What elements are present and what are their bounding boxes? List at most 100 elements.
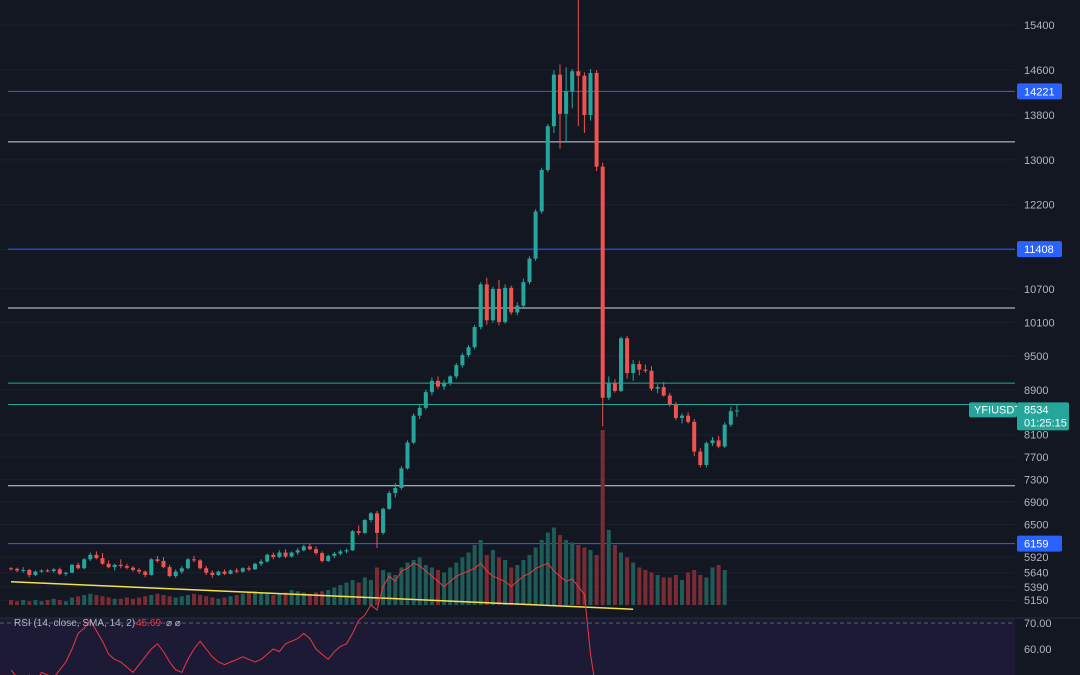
volume-bar <box>295 591 300 605</box>
candle-body <box>295 550 300 553</box>
candle-body <box>100 558 105 564</box>
price-tick-label: 6900 <box>1024 497 1048 509</box>
volume-bar <box>576 545 581 605</box>
candle <box>240 567 245 573</box>
candle <box>594 70 599 172</box>
volume-bar <box>271 595 276 605</box>
candle <box>100 553 105 565</box>
volume-bar <box>399 567 404 605</box>
candle-body <box>460 355 465 366</box>
candle <box>704 441 709 468</box>
volume-bar <box>551 527 556 605</box>
rsi-pane[interactable]: RSI (14, close, SMA, 14, 2) 45.69 ⌀ ⌀ 70… <box>0 562 1080 675</box>
candle-body <box>253 563 257 570</box>
symbol-tag <box>969 402 1017 418</box>
volume-bar <box>240 593 245 605</box>
candle-body <box>692 421 697 452</box>
candle-body <box>387 493 392 509</box>
candle <box>338 549 343 556</box>
candle-body <box>472 327 477 348</box>
candle <box>411 413 416 445</box>
candles[interactable] <box>9 0 739 578</box>
volume-bar <box>558 535 562 605</box>
candle-body <box>734 410 739 412</box>
candle <box>124 563 129 570</box>
candle-body <box>204 568 209 573</box>
candle <box>570 68 575 109</box>
candle-body <box>399 468 404 489</box>
price-tick-label: 5390 <box>1024 582 1048 594</box>
candle-body <box>246 568 251 570</box>
candle <box>417 404 422 420</box>
level-badge-label: 14221 <box>1024 86 1055 98</box>
candle-body <box>338 551 343 554</box>
volume-bar <box>88 593 93 605</box>
candle <box>448 375 453 386</box>
candle-body <box>368 513 373 521</box>
candle-body <box>234 570 239 572</box>
candle <box>606 376 611 400</box>
candle-body <box>515 305 520 313</box>
volume-bar <box>710 567 715 605</box>
candle <box>137 568 142 574</box>
candle <box>88 552 93 561</box>
horizontal-levels[interactable] <box>8 90 1015 545</box>
candle-body <box>314 549 318 554</box>
candle <box>326 554 331 563</box>
volume-bar <box>429 567 434 605</box>
rsi-legend-label[interactable]: RSI (14, close, SMA, 14, 2) <box>14 618 135 629</box>
candle-body <box>15 568 20 571</box>
volume-bar <box>570 542 575 605</box>
volume-bar <box>39 601 44 605</box>
candle <box>94 551 99 560</box>
candle <box>228 569 233 575</box>
volume-bar <box>51 598 56 605</box>
volume-bar <box>307 593 312 605</box>
volume-bar <box>484 555 489 605</box>
volume-bar <box>301 592 306 605</box>
candle <box>277 550 282 559</box>
price-axis[interactable]: 1540014600138001300012200114001070010100… <box>1024 20 1055 607</box>
candle-body <box>45 570 50 572</box>
volume-bar <box>161 595 166 605</box>
candle <box>295 548 300 555</box>
candle <box>600 162 605 427</box>
volume-bar <box>70 597 74 605</box>
volume-bar <box>673 575 678 605</box>
candle <box>655 384 660 394</box>
volume-bar <box>643 570 648 605</box>
candle-body <box>124 566 129 568</box>
price-tick-label: 5150 <box>1024 595 1048 607</box>
candle-body <box>655 387 660 389</box>
trend-line-segment[interactable] <box>10 580 634 610</box>
volume-bar <box>655 575 660 605</box>
candle-body <box>94 554 99 559</box>
candle-body <box>350 531 355 551</box>
volume-bar <box>631 562 636 605</box>
candle <box>673 402 678 421</box>
volume-bar <box>216 598 221 605</box>
volume-bar <box>265 593 270 605</box>
rsi-tick-label: 60.00 <box>1024 644 1052 656</box>
trend-line[interactable] <box>10 580 634 610</box>
candle <box>198 559 203 570</box>
volume-bar <box>423 565 428 605</box>
volume-bar <box>686 572 691 605</box>
candle <box>527 256 532 285</box>
candle-body <box>631 364 636 374</box>
candle-body <box>704 443 709 466</box>
candle <box>533 209 538 261</box>
candle-body <box>277 552 282 558</box>
last-price-badge <box>1017 402 1069 431</box>
candle-body <box>619 338 623 391</box>
volume-bar <box>490 550 495 605</box>
volume-bar <box>277 593 282 605</box>
candle-body <box>393 488 398 494</box>
candle <box>27 568 32 578</box>
volume-bar <box>259 592 264 605</box>
volume-bar <box>478 540 483 605</box>
candle <box>33 570 38 577</box>
candle-body <box>643 369 648 371</box>
